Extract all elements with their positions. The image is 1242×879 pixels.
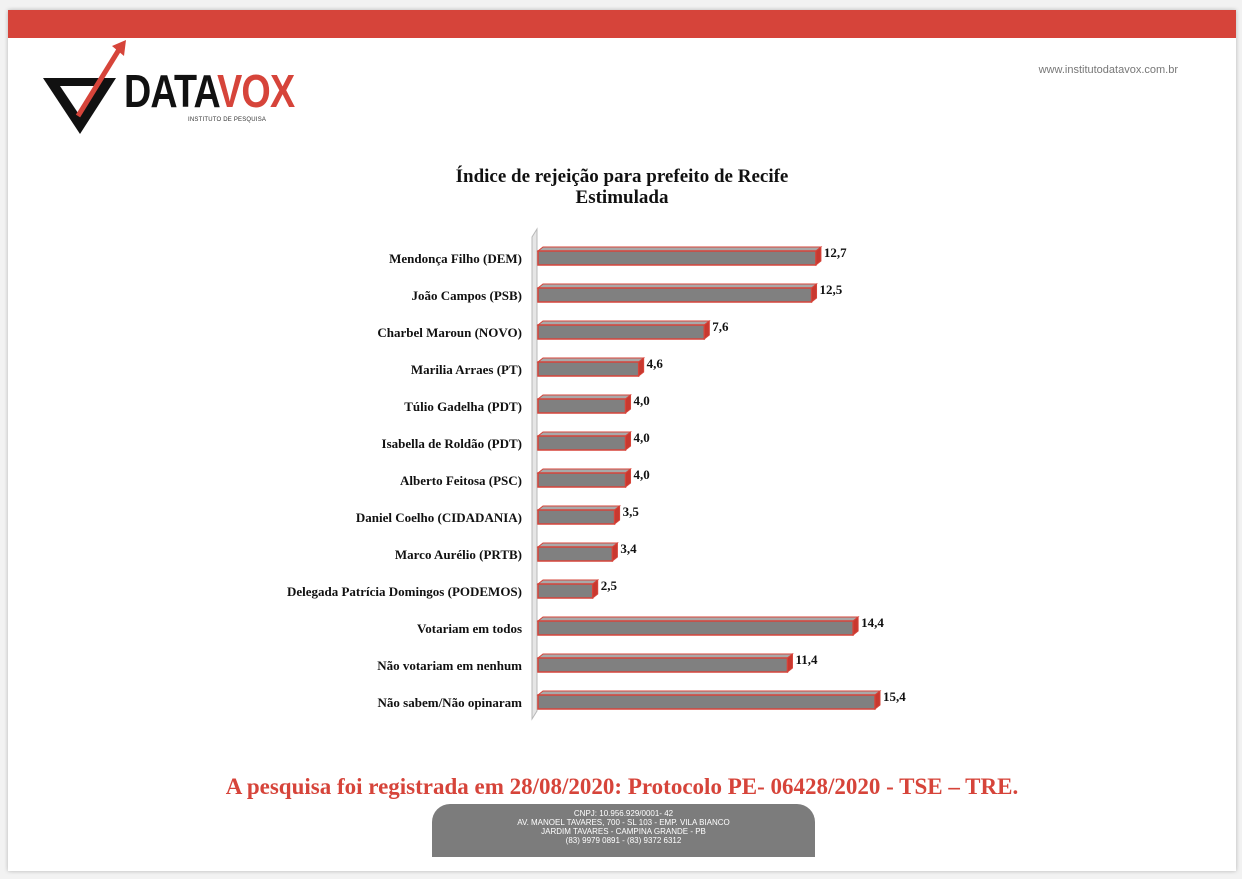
bar [537, 546, 614, 562]
bar-row: Mendonça Filho (DEM) 12,7 [389, 245, 847, 267]
chart-subtitle: Estimulada [575, 187, 669, 208]
bar-side-face [614, 504, 621, 526]
bar [537, 694, 876, 710]
category-label: Mendonça Filho (DEM) [389, 251, 522, 266]
bar-side-face [811, 282, 818, 304]
category-label: Não sabem/Não opinaram [378, 695, 523, 710]
bar-side-face [703, 319, 710, 341]
bar-row: Marilia Arraes (PT) 4,6 [411, 356, 664, 378]
category-label: Marilia Arraes (PT) [411, 362, 522, 377]
bar [537, 583, 594, 599]
value-label: 12,7 [824, 245, 847, 260]
category-label: Isabella de Roldão (PDT) [382, 436, 522, 451]
bar-row: Marco Aurélio (PRTB) 3,4 [395, 541, 637, 563]
bar-row: Não votariam em nenhum 11,4 [377, 652, 818, 674]
category-label: Não votariam em nenhum [377, 658, 522, 673]
rejection-bar-chart: Mendonça Filho (DEM) 12,7 João Campos (PSB… [287, 227, 906, 721]
registration-protocol: A pesquisa foi registrada em 28/08/2020:… [225, 774, 1019, 799]
value-label: 7,6 [712, 319, 729, 334]
value-label: 4,0 [634, 393, 650, 408]
bar [537, 472, 627, 488]
bar-row: Votariam em todos 14,4 [417, 615, 884, 637]
bar-row: João Campos (PSB) 12,5 [411, 282, 843, 304]
bar-row: Delegada Patrícia Domingos (PODEMOS) 2,5 [287, 578, 618, 600]
bar-row: Charbel Maroun (NOVO) 7,6 [377, 319, 729, 341]
bar [537, 435, 627, 451]
chart-title-block: Índice de rejeição para prefeito de Reci… [8, 166, 1236, 208]
bar-side-face [638, 356, 645, 378]
bar-row: Alberto Feitosa (PSC) 4,0 [400, 467, 650, 489]
category-label: Charbel Maroun (NOVO) [377, 325, 522, 340]
category-label: João Campos (PSB) [411, 288, 522, 303]
value-label: 2,5 [601, 578, 618, 593]
bar-side-face [625, 467, 632, 489]
bar-side-face [611, 541, 618, 563]
bar-row: Isabella de Roldão (PDT) 4,0 [382, 430, 650, 452]
value-label: 15,4 [883, 689, 906, 704]
bar [537, 620, 854, 636]
bar-side-face [786, 652, 793, 674]
bar-side-face [852, 615, 859, 637]
bar [537, 657, 789, 673]
bar-side-face [874, 689, 881, 711]
category-label: Delegada Patrícia Domingos (PODEMOS) [287, 584, 522, 599]
top-red-bar [8, 10, 1236, 38]
bar [537, 509, 616, 525]
category-label: Daniel Coelho (CIDADANIA) [356, 510, 522, 525]
category-label: Túlio Gadelha (PDT) [404, 399, 522, 414]
bar [537, 250, 817, 266]
logo-wordmark: DATAVOX [124, 65, 295, 117]
bar-side-face [592, 578, 599, 600]
footer-line-phones: (83) 9979 0891 - (83) 9372 6312 [565, 836, 682, 845]
report-page: DATAVOX INSTITUTO DE PESQUISA www.instit… [8, 10, 1236, 871]
logo-v-arrow-icon [43, 40, 126, 134]
category-label: Votariam em todos [417, 621, 522, 636]
value-label: 4,6 [647, 356, 664, 371]
datavox-logo: DATAVOX INSTITUTO DE PESQUISA [38, 38, 295, 138]
bar-row: Daniel Coelho (CIDADANIA) 3,5 [356, 504, 640, 526]
footer-line-city: JARDIM TAVARES - CAMPINA GRANDE - PB [541, 827, 706, 836]
footer-line-address: AV. MANOEL TAVARES, 700 - SL 103 - EMP. … [517, 818, 730, 827]
category-label: Alberto Feitosa (PSC) [400, 473, 522, 488]
bar-side-face [625, 393, 632, 415]
bar [537, 398, 627, 414]
logo-subtitle: INSTITUTO DE PESQUISA [188, 117, 267, 123]
value-label: 4,0 [634, 467, 650, 482]
website-url: www.institutodatavox.com.br [1038, 64, 1178, 76]
value-label: 3,5 [623, 504, 640, 519]
value-label: 11,4 [795, 652, 818, 667]
value-label: 12,5 [820, 282, 843, 297]
category-label: Marco Aurélio (PRTB) [395, 547, 522, 562]
company-info-box: CNPJ: 10.956.929/0001- 42 AV. MANOEL TAV… [432, 804, 815, 857]
bar-side-face [815, 245, 822, 267]
bar [537, 361, 640, 377]
chart-title: Índice de rejeição para prefeito de Reci… [455, 166, 789, 187]
bar [537, 324, 706, 340]
chart-axis-wall [531, 227, 538, 721]
bar-row: Não sabem/Não opinaram 15,4 [378, 689, 906, 711]
footer-line-cnpj: CNPJ: 10.956.929/0001- 42 [573, 809, 674, 818]
bar-side-face [625, 430, 632, 452]
bar-row: Túlio Gadelha (PDT) 4,0 [404, 393, 650, 415]
value-label: 14,4 [861, 615, 884, 630]
value-label: 4,0 [634, 430, 650, 445]
value-label: 3,4 [620, 541, 637, 556]
bar [537, 287, 813, 303]
